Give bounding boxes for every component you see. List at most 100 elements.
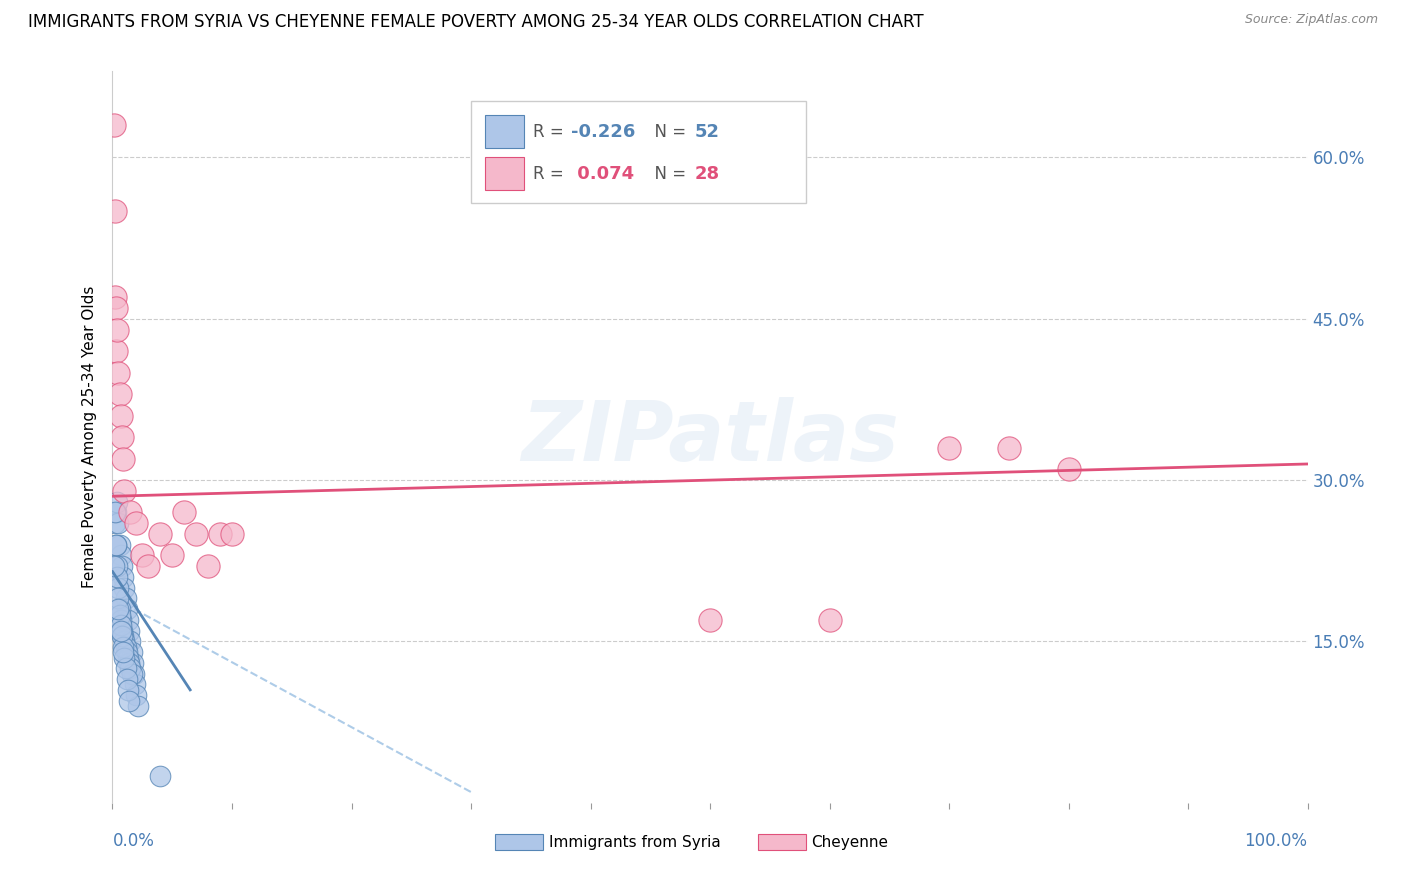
Point <box>112 645 135 659</box>
Point <box>114 640 136 654</box>
Point <box>111 430 134 444</box>
Point <box>998 441 1021 455</box>
Point <box>114 591 136 606</box>
Point <box>120 634 142 648</box>
Point <box>105 505 128 519</box>
Bar <box>485 157 523 190</box>
Point <box>105 322 128 336</box>
Point <box>117 613 139 627</box>
Point <box>120 661 142 675</box>
Text: Source: ZipAtlas.com: Source: ZipAtlas.com <box>1244 13 1378 27</box>
Point <box>938 441 960 455</box>
Point <box>111 629 134 643</box>
Y-axis label: Female Poverty Among 25-34 Year Olds: Female Poverty Among 25-34 Year Olds <box>82 286 97 588</box>
Text: N =: N = <box>644 123 692 141</box>
Point <box>117 650 139 665</box>
Point <box>115 672 138 686</box>
Point <box>103 559 125 574</box>
Point <box>125 516 148 530</box>
Text: IMMIGRANTS FROM SYRIA VS CHEYENNE FEMALE POVERTY AMONG 25-34 YEAR OLDS CORRELATI: IMMIGRANTS FROM SYRIA VS CHEYENNE FEMALE… <box>28 13 924 31</box>
Bar <box>758 834 806 850</box>
Point <box>118 693 141 707</box>
Point <box>110 613 132 627</box>
Point <box>108 387 131 401</box>
Point <box>149 527 172 541</box>
Point <box>111 624 134 638</box>
Point <box>112 451 135 466</box>
Text: 100.0%: 100.0% <box>1244 832 1308 850</box>
Point <box>121 666 143 681</box>
Text: R =: R = <box>533 165 569 183</box>
Text: -0.226: -0.226 <box>571 123 636 141</box>
Bar <box>471 101 806 203</box>
Point <box>699 613 721 627</box>
Point <box>105 570 128 584</box>
Point <box>108 607 131 622</box>
Point <box>197 559 219 574</box>
Point <box>149 769 172 783</box>
Point <box>103 118 125 132</box>
Point <box>110 624 132 638</box>
Point <box>110 618 132 632</box>
Point <box>186 527 208 541</box>
Point <box>118 624 141 638</box>
Point <box>818 613 841 627</box>
Point <box>107 591 129 606</box>
Bar <box>485 115 523 148</box>
Point <box>124 677 146 691</box>
Point <box>105 538 128 552</box>
Point <box>107 602 129 616</box>
Point <box>1057 462 1080 476</box>
Point <box>221 527 243 541</box>
Point <box>105 301 128 315</box>
Text: R =: R = <box>533 123 569 141</box>
Point <box>105 344 128 359</box>
Point <box>114 483 135 498</box>
Point <box>110 409 132 423</box>
Text: Immigrants from Syria: Immigrants from Syria <box>548 835 720 850</box>
Point <box>122 666 145 681</box>
Point <box>117 682 139 697</box>
Point <box>104 516 127 530</box>
Point <box>114 650 135 665</box>
Bar <box>495 834 543 850</box>
Point <box>121 645 143 659</box>
Point <box>105 494 128 508</box>
Point <box>138 559 160 574</box>
Point <box>114 634 135 648</box>
Point <box>121 656 143 670</box>
Point <box>115 645 138 659</box>
Point <box>107 366 129 380</box>
Text: N =: N = <box>644 165 692 183</box>
Point <box>112 570 135 584</box>
Text: Cheyenne: Cheyenne <box>811 835 889 850</box>
Point <box>104 204 127 219</box>
Point <box>118 656 141 670</box>
Point <box>108 602 131 616</box>
Point <box>104 505 127 519</box>
Point <box>209 527 232 541</box>
Text: ZIPatlas: ZIPatlas <box>522 397 898 477</box>
Point <box>112 629 135 643</box>
Point <box>104 290 127 304</box>
Point <box>112 640 135 654</box>
Point <box>105 559 128 574</box>
Point <box>110 549 132 563</box>
Text: 0.0%: 0.0% <box>112 832 155 850</box>
Text: 28: 28 <box>695 165 720 183</box>
Point <box>114 661 136 675</box>
Text: 52: 52 <box>695 123 720 141</box>
Point <box>173 505 195 519</box>
Point <box>162 549 183 563</box>
Point <box>115 602 138 616</box>
Point <box>114 581 135 595</box>
Point <box>131 549 153 563</box>
Point <box>111 559 134 574</box>
Point <box>120 505 142 519</box>
Point <box>107 581 129 595</box>
Point <box>107 516 129 530</box>
Point <box>125 688 148 702</box>
Text: 0.074: 0.074 <box>571 165 634 183</box>
Point <box>127 698 149 713</box>
Point <box>105 538 128 552</box>
